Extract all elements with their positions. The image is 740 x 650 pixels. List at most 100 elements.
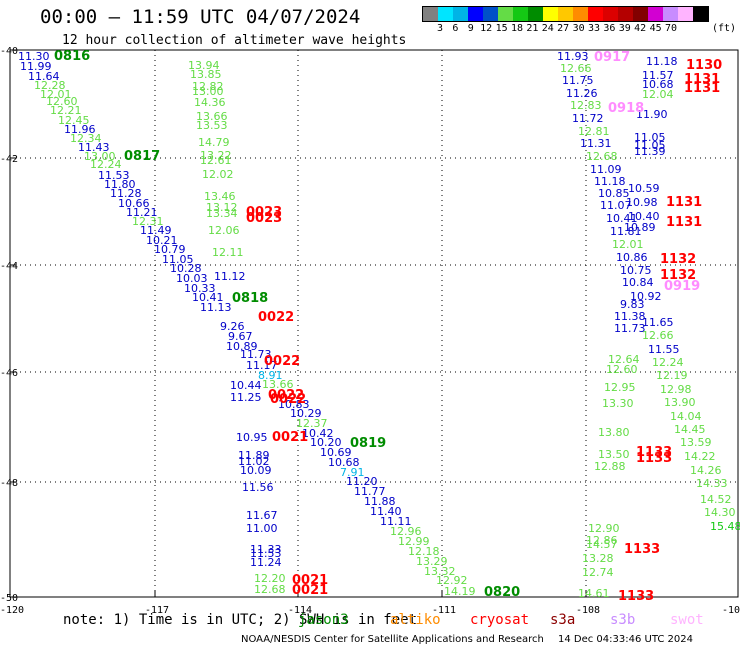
pass-time-label: 0818: [232, 291, 268, 306]
wave-height-value: 11.18: [646, 55, 678, 68]
lat-label: -42: [0, 154, 18, 165]
wave-height-value: 11.49: [140, 224, 172, 237]
lon-label: -120: [0, 605, 24, 616]
wave-height-value: 11.18: [594, 175, 626, 188]
wave-height-value: 10.85: [598, 187, 630, 200]
pass-time-label: 0918: [608, 101, 644, 116]
wave-height-value: 10.28: [170, 262, 202, 275]
wave-height-value: 11.24: [250, 556, 282, 569]
wave-height-value: 12.01: [612, 238, 644, 251]
pass-time-label: 0816: [54, 49, 90, 64]
wave-height-value: 10.03: [176, 272, 208, 285]
wave-height-value: 12.61: [200, 154, 232, 167]
legend-label: 18: [510, 23, 524, 34]
wave-height-value: 11.64: [28, 70, 60, 83]
wave-height-value: 12.96: [390, 525, 422, 538]
wave-height-value: 12.64: [608, 353, 640, 366]
legend-label: 21: [526, 23, 539, 34]
wave-height-value: 11.39: [634, 145, 666, 158]
wave-height-value: 10.41: [192, 291, 224, 304]
legend-swatch: [678, 7, 693, 21]
wave-height-value: 9.67: [228, 330, 253, 343]
legend-label: 24: [541, 23, 554, 34]
wave-height-value: 14.79: [198, 136, 230, 149]
wave-height-value: 11.05: [634, 131, 666, 144]
wave-height-value: 11.56: [242, 481, 274, 494]
pass-time-label: 0023: [246, 211, 282, 226]
wave-height-value: 11.96: [64, 123, 96, 136]
footer-timestamp: 14 Dec 04:33:46 UTC 2024: [558, 634, 693, 645]
pass-time-label: 1131: [666, 215, 702, 230]
wave-height-value: 12.21: [50, 104, 82, 117]
legend-label: 12: [480, 23, 493, 34]
wave-height-value: 14.52: [700, 493, 732, 506]
legend-swatch: [693, 7, 708, 21]
wave-height-value: 14.33: [696, 477, 728, 490]
pass-time-label: 1130: [686, 58, 722, 73]
map-subtitle: 12 hour collection of altimeter wave hei…: [62, 33, 407, 48]
wave-height-value: 11.80: [104, 178, 136, 191]
wave-height-value: 8.91: [258, 369, 283, 382]
wave-height-value: 12.24: [652, 356, 684, 369]
wave-height-value: 12.20: [254, 572, 286, 585]
wave-height-value: 11.67: [246, 509, 278, 522]
wave-height-value: 12.98: [660, 383, 692, 396]
wave-height-value: 11.13: [200, 301, 232, 314]
lon-label: -111: [432, 605, 456, 616]
legend-swatch: [453, 7, 468, 21]
color-legend: 3 6 9 12 15 18 21 24 27 30 33 36 39 42 45 70 (ft): [422, 6, 736, 38]
wave-height-value: 14.19: [444, 585, 476, 598]
legend-label: 33: [587, 23, 601, 34]
legend-swatch: [618, 7, 633, 21]
wave-height-value: 10.98: [626, 196, 658, 209]
wave-height-value: 13.94: [188, 59, 220, 72]
wave-height-value: 11.53: [250, 547, 282, 560]
wave-height-value: 13.50: [598, 448, 630, 461]
pass-time-label: 1133: [618, 589, 654, 604]
wave-height-value: 11.11: [380, 515, 412, 528]
legend-label: 27: [557, 23, 570, 34]
wave-height-value: 10.09: [240, 464, 272, 477]
wave-height-value: 12.02: [202, 168, 234, 181]
pass-time-label: 0022: [264, 354, 300, 369]
wave-height-value: 12.34: [70, 132, 102, 145]
legend-label: 42: [634, 23, 647, 34]
wave-height-value: 11.33: [250, 543, 282, 556]
satellite-cryosat: cryosat: [470, 612, 530, 628]
wave-height-value: 12.86: [586, 534, 618, 547]
legend-swatch: [633, 7, 648, 21]
legend-swatch: [468, 7, 483, 21]
legend-label: 70: [664, 23, 678, 34]
wave-height-value: 12.60: [606, 363, 638, 376]
wave-height-value: 11.28: [110, 187, 142, 200]
wave-height-value: 12.24: [90, 158, 122, 171]
wave-height-value: 12.90: [588, 522, 620, 535]
pass-time-label: 1132: [660, 252, 696, 267]
wave-height-value: 12.66: [560, 62, 592, 75]
legend-swatch: [663, 7, 678, 21]
wave-height-value: 10.92: [630, 290, 662, 303]
wave-height-value: 12.88: [594, 460, 626, 473]
wave-height-value: 12.74: [582, 566, 614, 579]
pass-time-label: 0917: [594, 50, 630, 65]
wave-height-value: 11.43: [78, 141, 110, 154]
legend-label: 45: [649, 23, 662, 34]
pass-time-label: 0021: [292, 583, 328, 598]
satellite-swot: swot: [670, 612, 704, 628]
wave-height-value: 14.26: [690, 464, 722, 477]
wave-height-value: 13.90: [664, 396, 696, 409]
wave-height-value: 14.45: [674, 423, 706, 436]
lat-label: -44: [0, 261, 18, 272]
wave-height-value: 11.21: [126, 206, 158, 219]
wave-height-value: 14.36: [194, 96, 226, 109]
legend-label: 30: [572, 23, 585, 34]
wave-height-value: 12.18: [408, 545, 440, 558]
legend-label: 9: [467, 23, 474, 34]
wave-height-value: 11.09: [590, 163, 622, 176]
legend-swatch: [483, 7, 498, 21]
wave-height-value: 11.72: [572, 112, 604, 125]
pass-time-label: 1131: [684, 72, 720, 87]
wave-height-value: 11.20: [346, 475, 378, 488]
wave-height-value: 11.05: [162, 253, 194, 266]
